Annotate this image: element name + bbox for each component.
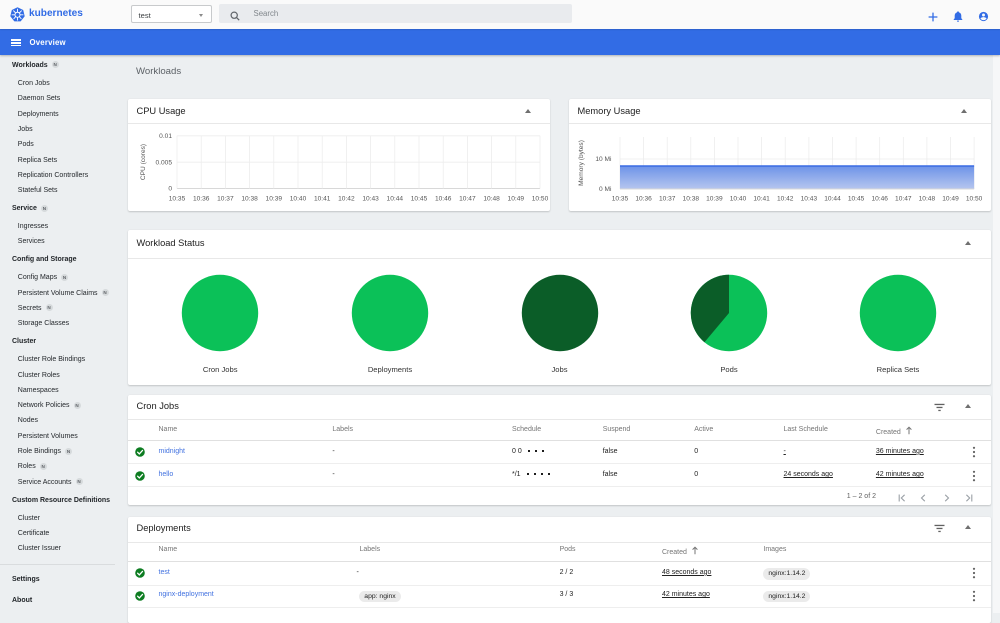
svg-text:10:38: 10:38 <box>241 196 258 203</box>
svg-text:10:50: 10:50 <box>966 196 983 203</box>
svg-text:10:45: 10:45 <box>848 196 865 203</box>
svg-text:10:43: 10:43 <box>801 196 818 203</box>
svg-text:10:36: 10:36 <box>635 196 652 203</box>
svg-text:10:35: 10:35 <box>169 196 186 203</box>
svg-text:10:36: 10:36 <box>193 196 210 203</box>
svg-text:10:38: 10:38 <box>683 196 700 203</box>
svg-text:10:49: 10:49 <box>508 196 525 203</box>
svg-text:10:47: 10:47 <box>459 196 476 203</box>
svg-text:0.01: 0.01 <box>159 133 172 140</box>
svg-text:10:35: 10:35 <box>612 196 629 203</box>
svg-text:10:37: 10:37 <box>659 196 676 203</box>
svg-text:10:42: 10:42 <box>338 196 355 203</box>
svg-text:10:42: 10:42 <box>777 196 794 203</box>
svg-text:10:44: 10:44 <box>824 196 841 203</box>
svg-text:10:40: 10:40 <box>730 196 747 203</box>
svg-text:CPU (cores): CPU (cores) <box>140 144 147 180</box>
svg-text:0: 0 <box>168 186 172 193</box>
svg-text:10:41: 10:41 <box>314 196 331 203</box>
svg-text:10:49: 10:49 <box>942 196 959 203</box>
svg-text:10:48: 10:48 <box>919 196 936 203</box>
svg-text:10 Mi: 10 Mi <box>595 156 612 163</box>
svg-text:10:40: 10:40 <box>290 196 307 203</box>
svg-text:Memory (bytes): Memory (bytes) <box>578 140 585 186</box>
svg-text:0.005: 0.005 <box>155 159 172 166</box>
svg-text:10:46: 10:46 <box>435 196 452 203</box>
svg-text:10:46: 10:46 <box>871 196 888 203</box>
svg-text:10:39: 10:39 <box>266 196 283 203</box>
svg-text:10:39: 10:39 <box>706 196 723 203</box>
svg-text:10:37: 10:37 <box>217 196 234 203</box>
svg-text:10:48: 10:48 <box>483 196 500 203</box>
svg-text:10:45: 10:45 <box>411 196 428 203</box>
svg-text:10:43: 10:43 <box>362 196 379 203</box>
svg-text:10:44: 10:44 <box>387 196 404 203</box>
svg-text:0 Mi: 0 Mi <box>599 186 612 193</box>
svg-text:10:41: 10:41 <box>753 196 770 203</box>
svg-text:10:50: 10:50 <box>532 196 549 203</box>
svg-text:10:47: 10:47 <box>895 196 912 203</box>
